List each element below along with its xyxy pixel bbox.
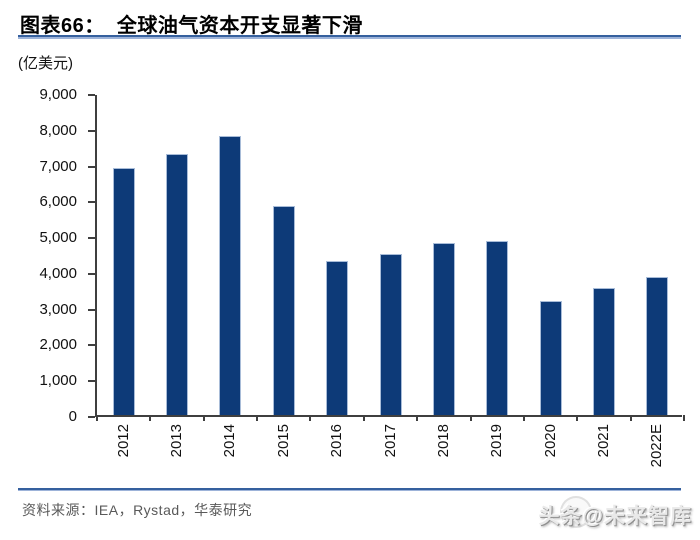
y-axis-tick	[88, 165, 95, 168]
y-axis-tick-label: 6,000	[39, 193, 77, 211]
x-axis-tick	[629, 415, 632, 421]
x-axis-label-2017: 2017	[381, 424, 399, 458]
y-axis-tick-label: 1,000	[39, 372, 77, 390]
x-axis-tick	[683, 415, 685, 421]
y-axis-tick-label: 2,000	[39, 336, 77, 354]
watermark-logo-circle	[560, 496, 592, 528]
y-axis-tick	[88, 201, 95, 204]
y-axis-tick	[88, 308, 95, 311]
y-axis-tick	[88, 237, 95, 240]
bar-2018	[432, 243, 455, 415]
x-axis-tick	[96, 415, 98, 421]
bar-2016	[326, 261, 349, 415]
y-axis-tick	[88, 272, 95, 275]
y-axis-tick-label: 7,000	[39, 157, 77, 175]
x-axis-label-2015: 2015	[274, 424, 292, 458]
x-axis-label-2013: 2013	[168, 424, 186, 458]
x-axis-tick	[522, 415, 525, 421]
source-attribution: 资料来源：IEA，Rystad，华泰研究	[22, 502, 253, 518]
x-axis-label-2020: 2020	[541, 424, 559, 458]
y-axis-tick-label: 3,000	[39, 300, 77, 318]
y-axis-unit-label: (亿美元)	[18, 55, 73, 72]
bar-2012	[112, 168, 135, 415]
y-axis-tick-label: 8,000	[39, 121, 77, 139]
bar-2015	[272, 205, 295, 415]
x-axis-tick	[256, 415, 259, 421]
y-axis-tick	[88, 129, 95, 132]
bar-2022E	[646, 277, 669, 415]
x-axis-label-2021: 2021	[594, 424, 612, 458]
x-axis-label-2016: 2016	[328, 424, 346, 458]
y-axis-tick	[88, 344, 95, 347]
y-axis-tick-label: 5,000	[39, 229, 77, 247]
x-axis-label-2012: 2012	[114, 424, 132, 458]
title-underline-rule	[18, 35, 681, 39]
y-axis-tick	[88, 94, 95, 96]
figure-title: 图表66： 全球油气资本开支显著下滑	[20, 15, 363, 37]
x-axis-label-2014: 2014	[221, 424, 239, 458]
x-axis-tick	[416, 415, 419, 421]
x-axis-tick	[309, 415, 312, 421]
bar-2013	[166, 153, 189, 415]
watermark: 头条@未来智库	[522, 494, 692, 534]
bar-2017	[379, 254, 402, 415]
x-axis-label-2018: 2018	[434, 424, 452, 458]
plot-area: 9,000 8,000 7,000 6,000 5,000 4,000 3,000 2,000…	[39, 86, 685, 467]
x-axis-label-2022E: 2022E	[648, 424, 666, 468]
bar-2021	[592, 288, 615, 415]
x-axis-label-2019: 2019	[488, 424, 506, 458]
watermark-text: 头条@未来智库	[538, 505, 692, 528]
x-axis-tick	[469, 415, 472, 421]
y-axis-tick	[88, 416, 95, 418]
bar-2014	[219, 135, 242, 415]
x-axis-tick	[149, 415, 152, 421]
y-axis-tick	[88, 380, 95, 383]
bar-2020	[539, 300, 562, 415]
y-axis-tick-label: 0	[68, 408, 77, 425]
footer-rule	[18, 488, 681, 491]
bar-2019	[486, 241, 509, 415]
x-axis-tick	[362, 415, 365, 421]
y-axis-tick-label: 9,000	[39, 86, 77, 103]
x-axis-tick	[576, 415, 579, 421]
y-axis-tick-label: 4,000	[39, 264, 77, 282]
x-axis-tick	[202, 415, 205, 421]
